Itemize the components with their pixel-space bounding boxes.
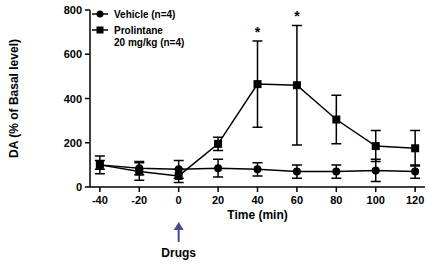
- y-tick-label: 800: [64, 4, 82, 16]
- error-bar: [95, 156, 105, 174]
- data-point: [332, 116, 340, 124]
- x-tick-label: 20: [212, 194, 224, 206]
- y-tick-label: 0: [76, 181, 82, 193]
- x-tick: [375, 187, 377, 192]
- error-bar: [371, 131, 381, 162]
- error-bar: [213, 137, 223, 150]
- legend-marker: [97, 27, 104, 34]
- data-point: [214, 164, 222, 172]
- error-bar: [253, 41, 263, 127]
- data-point: [175, 172, 183, 180]
- x-tick-label: -20: [131, 194, 147, 206]
- x-tick: [99, 187, 101, 192]
- y-tick: [85, 142, 90, 144]
- data-point: [372, 166, 380, 174]
- x-tick-label: 80: [330, 194, 342, 206]
- error-bar: [213, 159, 223, 177]
- x-tick: [178, 187, 180, 192]
- error-bar: [371, 159, 381, 181]
- error-bar: [410, 165, 420, 178]
- y-tick-label: 600: [64, 48, 82, 60]
- y-tick: [85, 54, 90, 56]
- error-bar: [292, 25, 302, 144]
- legend-marker: [97, 11, 104, 18]
- x-tick-label: 60: [291, 194, 303, 206]
- error-bar: [410, 131, 420, 166]
- x-tick-label: -40: [92, 194, 108, 206]
- error-bar: [331, 95, 341, 144]
- data-point: [411, 144, 419, 152]
- error-bar: [95, 160, 105, 169]
- data-point: [254, 80, 262, 88]
- event-arrow-head: [174, 222, 184, 230]
- x-tick: [257, 187, 259, 192]
- data-point: [411, 168, 419, 176]
- legend: Vehicle (n=4) Prolintane20 mg/kg (n=4): [92, 9, 184, 48]
- x-tick-label: 40: [251, 194, 263, 206]
- data-point: [332, 168, 340, 176]
- y-tick: [85, 9, 90, 11]
- error-bar: [253, 163, 263, 176]
- x-tick: [217, 187, 219, 192]
- data-point: [254, 165, 262, 173]
- legend-label: Prolintane20 mg/kg (n=4): [114, 25, 184, 48]
- x-tick: [296, 187, 298, 192]
- legend-label: Vehicle (n=4): [114, 9, 175, 20]
- x-tick: [414, 187, 416, 192]
- plot-area: [95, 25, 420, 182]
- y-tick: [85, 98, 90, 100]
- data-point: [96, 161, 104, 169]
- error-bar: [292, 165, 302, 178]
- legend-label-line: 20 mg/kg (n=4): [114, 37, 184, 48]
- data-point: [214, 140, 222, 148]
- data-point: [135, 168, 143, 176]
- error-bar: [134, 163, 144, 181]
- x-tick-label: 0: [176, 194, 182, 206]
- data-point: [372, 142, 380, 150]
- y-tick: [85, 186, 90, 188]
- error-bar: [174, 169, 184, 182]
- x-tick-label: 120: [406, 194, 424, 206]
- x-tick: [336, 187, 338, 192]
- x-axis-label: Time (min): [227, 208, 287, 222]
- annotation: *: [294, 8, 300, 24]
- legend-label-line: Prolintane: [114, 25, 163, 36]
- annotation: *: [255, 24, 261, 40]
- chart: 0 200 400 600 800 -40 -20 0 20 40 60 80 100 120 Time (…: [0, 0, 429, 273]
- data-point: [96, 161, 104, 169]
- y-axis-label: DA (% of Basal level): [7, 39, 21, 158]
- data-point: [293, 81, 301, 89]
- y-tick-label: 200: [64, 137, 82, 149]
- error-bar: [331, 165, 341, 178]
- x-tick: [139, 187, 141, 192]
- x-tick-label: 100: [367, 194, 385, 206]
- data-point: [293, 168, 301, 176]
- y-tick-label: 400: [64, 93, 82, 105]
- event-label: Drugs: [161, 246, 196, 260]
